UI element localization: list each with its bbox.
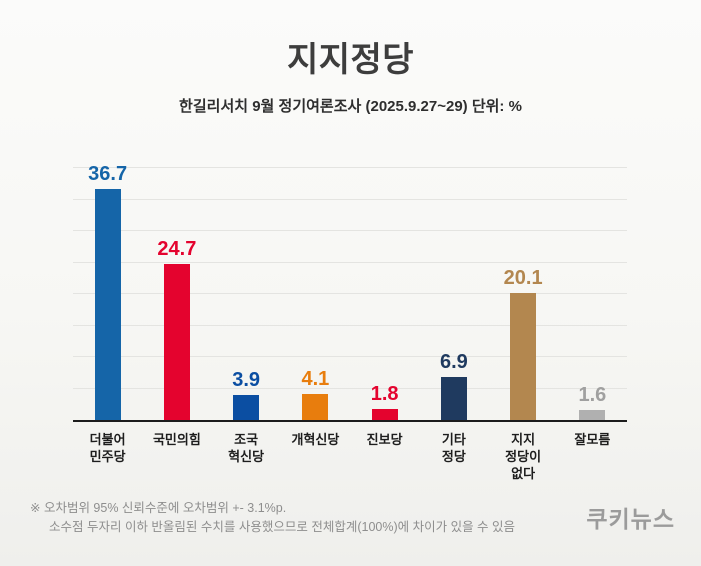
bar-column-5: 6.9 bbox=[419, 128, 488, 420]
bar-2 bbox=[233, 395, 260, 420]
category-label-6: 지지 정당이 없다 bbox=[505, 432, 542, 481]
bar-value-label-4: 1.8 bbox=[370, 382, 399, 405]
category-label-7: 잘모름 bbox=[574, 432, 611, 447]
bar-4 bbox=[371, 408, 398, 420]
footnote-line-1: ※ 오차범위 95% 신뢰수준에 오차범위 +- 3.1%p. bbox=[30, 501, 287, 515]
category-labels: 더불어 민주당 국민의힘 조국 혁신당 개혁신당 진보당 기타 정당 지지 정당이 없다 잘모… bbox=[73, 431, 627, 482]
bar-column-6: 20.1 bbox=[489, 128, 558, 420]
category-label-4: 진보당 bbox=[366, 432, 403, 447]
bar-3 bbox=[302, 394, 329, 420]
bar-value-label-3: 4.1 bbox=[301, 368, 330, 391]
gridline-40 bbox=[73, 167, 627, 168]
category-label-5: 기타 정당 bbox=[441, 432, 466, 464]
gridline-5 bbox=[73, 387, 627, 389]
chart-header: 지지정당 한길리서치 9월 정기여론조사 (2025.9.27~29) 단위: … bbox=[0, 0, 701, 116]
bar-value-label-0: 36.7 bbox=[88, 162, 128, 185]
bar-value-label-5: 6.9 bbox=[439, 350, 468, 373]
gridline-15 bbox=[73, 324, 627, 326]
footnote-line-2: 소수점 두자리 이하 반올림된 수치를 사용했으므로 전체합계(100%)에 차… bbox=[49, 520, 516, 534]
bar-column-3: 4.1 bbox=[281, 128, 350, 420]
bar-value-label-2: 3.9 bbox=[232, 369, 261, 392]
gridline-25 bbox=[73, 261, 627, 263]
bar-columns: 36.7 24.7 3.9 4.1 1.8 6.9 20.1 1.6 bbox=[73, 128, 627, 420]
bar-1 bbox=[163, 264, 190, 420]
bar-5 bbox=[440, 376, 467, 420]
footnote: ※ 오차범위 95% 신뢰수준에 오차범위 +- 3.1%p. 소수점 두자리 … bbox=[30, 499, 515, 537]
publisher-logo: 쿠키뉴스 bbox=[586, 506, 675, 532]
bar-0 bbox=[94, 188, 121, 420]
bar-chart: 36.7 24.7 3.9 4.1 1.8 6.9 20.1 1.6 더불어 민주당 국민의힘 조… bbox=[73, 163, 627, 482]
gridline-30 bbox=[73, 230, 627, 231]
category-label-3: 개혁신당 bbox=[291, 432, 340, 447]
category-label-0: 더불어 민주당 bbox=[89, 432, 126, 464]
bar-column-7: 1.6 bbox=[558, 128, 627, 420]
bar-column-4: 1.8 bbox=[350, 128, 419, 420]
bar-7 bbox=[579, 409, 606, 420]
bar-value-label-7: 1.6 bbox=[578, 383, 607, 406]
page-title: 지지정당 bbox=[286, 41, 415, 79]
gridline-10 bbox=[73, 356, 627, 357]
plot-area: 36.7 24.7 3.9 4.1 1.8 6.9 20.1 1.6 bbox=[73, 163, 627, 420]
bar-6 bbox=[510, 293, 537, 420]
bar-value-label-1: 24.7 bbox=[157, 238, 197, 261]
gridline-20 bbox=[73, 293, 627, 294]
bar-column-0: 36.7 bbox=[73, 128, 142, 420]
gridline-35 bbox=[73, 198, 627, 200]
category-label-2: 조국 혁신당 bbox=[228, 432, 265, 464]
chart-subtitle: 한길리서치 9월 정기여론조사 (2025.9.27~29) 단위: % bbox=[179, 98, 522, 115]
x-axis-line bbox=[73, 420, 627, 422]
bar-value-label-6: 20.1 bbox=[503, 267, 543, 290]
bar-column-2: 3.9 bbox=[212, 128, 281, 420]
category-label-1: 국민의힘 bbox=[152, 432, 201, 447]
bar-column-1: 24.7 bbox=[142, 128, 211, 420]
